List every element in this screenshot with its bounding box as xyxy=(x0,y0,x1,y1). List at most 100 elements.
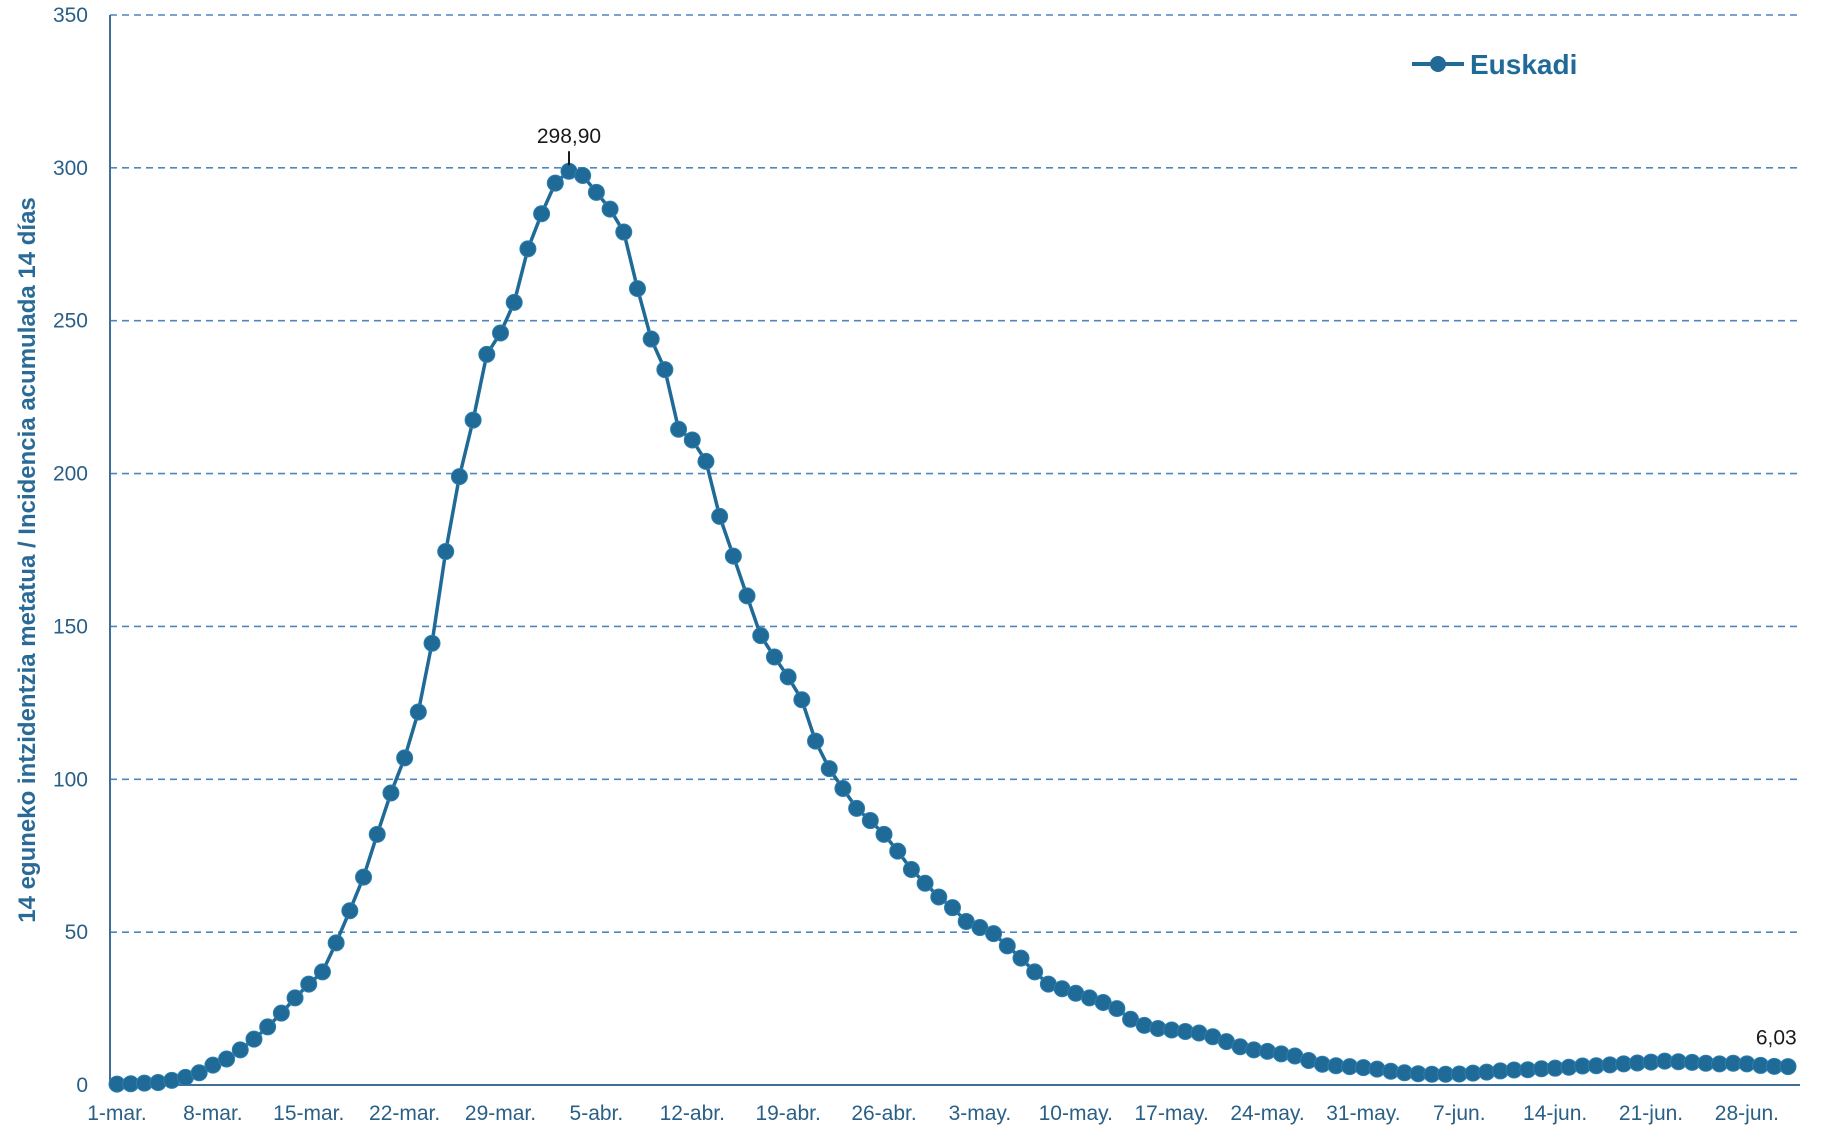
data-point xyxy=(765,648,783,666)
data-point xyxy=(218,1050,236,1068)
data-point xyxy=(437,543,455,561)
legend-marker-swatch xyxy=(1430,56,1446,72)
y-tick-label: 150 xyxy=(53,615,88,638)
data-point xyxy=(327,934,345,952)
data-point xyxy=(944,899,961,917)
data-point xyxy=(902,860,920,878)
data-point xyxy=(656,361,674,379)
data-point xyxy=(313,963,331,981)
data-point xyxy=(930,888,948,906)
data-point xyxy=(779,668,797,686)
data-point xyxy=(642,330,660,348)
data-point xyxy=(916,874,934,892)
x-tick-label: 29-mar. xyxy=(465,1102,536,1125)
x-tick-label: 7-jun. xyxy=(1433,1102,1486,1125)
legend: Euskadi xyxy=(1412,49,1577,80)
data-point xyxy=(300,975,318,993)
x-tick-label: 15-mar. xyxy=(273,1102,344,1125)
x-tick-label: 24-may. xyxy=(1230,1102,1304,1125)
x-tick-label: 26-abr. xyxy=(851,1102,916,1125)
data-point xyxy=(670,420,688,438)
series-line xyxy=(116,169,1789,1086)
data-point xyxy=(985,925,1003,943)
gridlines xyxy=(110,14,1800,933)
data-point xyxy=(259,1018,277,1036)
data-point xyxy=(615,223,633,241)
data-point xyxy=(628,280,646,298)
legend-label-euskadi: Euskadi xyxy=(1470,49,1577,80)
data-point xyxy=(272,1004,290,1022)
data-point xyxy=(752,627,770,645)
data-point xyxy=(341,902,359,920)
data-point xyxy=(450,468,468,486)
data-point xyxy=(697,452,715,470)
y-tick-label: 250 xyxy=(53,310,88,333)
data-point xyxy=(793,691,811,709)
x-tick-label: 10-may. xyxy=(1039,1102,1113,1125)
data-point xyxy=(190,1064,208,1082)
data-point xyxy=(519,240,537,258)
series-euskadi xyxy=(108,162,1797,1093)
data-point xyxy=(423,634,441,652)
data-point xyxy=(574,167,592,184)
data-point xyxy=(355,868,373,886)
data-point xyxy=(382,784,400,802)
data-point xyxy=(601,200,619,218)
data-point xyxy=(587,183,605,201)
data-point xyxy=(724,547,742,565)
data-point xyxy=(998,937,1016,955)
x-tick-labels: 1-mar. 8-mar. 15-mar. 22-mar. 29-mar. 5-abr. 1… xyxy=(87,1102,1779,1125)
x-tick-label: 19-abr. xyxy=(755,1102,820,1125)
data-point xyxy=(492,324,510,342)
x-tick-label: 22-mar. xyxy=(369,1102,440,1125)
x-tick-label: 8-mar. xyxy=(183,1102,243,1125)
y-tick-label: 300 xyxy=(53,157,88,180)
data-point xyxy=(505,293,523,311)
data-point xyxy=(1026,963,1044,981)
data-point xyxy=(368,825,386,843)
y-tick-label: 200 xyxy=(53,463,88,486)
x-tick-label: 31-may. xyxy=(1326,1102,1400,1125)
data-point xyxy=(478,345,496,363)
y-tick-labels: 0 50 100 150 200 250 300 350 xyxy=(53,4,88,1097)
data-point xyxy=(396,749,414,767)
data-point xyxy=(1779,1058,1797,1076)
data-point xyxy=(738,587,756,605)
data-point xyxy=(820,760,838,778)
data-point xyxy=(533,205,551,223)
x-tick-label: 1-mar. xyxy=(87,1102,147,1125)
x-tick-label: 12-abr. xyxy=(660,1102,725,1125)
data-point xyxy=(875,825,893,843)
data-point xyxy=(889,842,907,860)
data-point xyxy=(683,431,701,449)
data-point xyxy=(807,732,825,750)
data-point xyxy=(409,703,427,721)
x-tick-label: 14-jun. xyxy=(1523,1102,1587,1125)
x-tick-label: 3-may. xyxy=(949,1102,1012,1125)
data-point xyxy=(231,1041,249,1059)
y-axis-title: 14 eguneko intzidentzia metatua / Incide… xyxy=(14,197,41,923)
data-point xyxy=(861,812,879,830)
data-point xyxy=(464,411,482,429)
y-tick-label: 350 xyxy=(53,4,88,27)
data-point xyxy=(286,989,304,1007)
y-tick-label: 0 xyxy=(76,1074,88,1097)
data-point xyxy=(245,1030,263,1048)
data-point xyxy=(1108,1000,1126,1018)
y-tick-label: 100 xyxy=(53,768,88,791)
data-label-last: 6,03 xyxy=(1756,1026,1797,1049)
data-point xyxy=(711,507,729,525)
x-tick-label: 5-abr. xyxy=(570,1102,624,1125)
x-tick-label: 28-jun. xyxy=(1715,1102,1779,1125)
data-point xyxy=(834,779,852,797)
x-tick-label: 17-may. xyxy=(1134,1102,1208,1125)
x-tick-label: 21-jun. xyxy=(1619,1102,1683,1125)
data-point xyxy=(546,174,564,192)
data-label-peak: 298,90 xyxy=(537,125,601,148)
data-point xyxy=(848,799,866,817)
data-labels: 298,90 6,03 xyxy=(537,125,1797,1049)
y-tick-label: 50 xyxy=(65,921,88,944)
axes xyxy=(109,15,1800,1086)
data-point xyxy=(1012,949,1030,967)
